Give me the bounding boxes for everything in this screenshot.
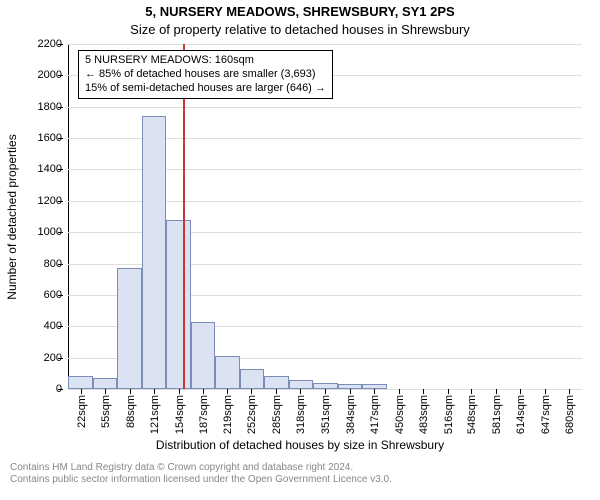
chart-container: 5, NURSERY MEADOWS, SHREWSBURY, SY1 2PS … xyxy=(0,0,600,500)
y-tick-label: 400 xyxy=(44,320,68,332)
y-tick-label: 1800 xyxy=(38,101,68,113)
annotation-box: 5 NURSERY MEADOWS: 160sqm← 85% of detach… xyxy=(78,50,333,99)
x-tick-label: 121sqm xyxy=(147,389,161,434)
x-tick-label: 187sqm xyxy=(196,389,210,434)
chart-subtitle: Size of property relative to detached ho… xyxy=(0,22,600,37)
y-tick-label: 600 xyxy=(44,289,68,301)
y-tick-label: 1200 xyxy=(38,195,68,207)
histogram-bar xyxy=(264,376,289,389)
footer-line: Contains HM Land Registry data © Crown c… xyxy=(10,462,392,474)
y-tick-mark xyxy=(58,201,63,202)
x-tick-label: 285sqm xyxy=(269,389,283,434)
annotation-line: ← 85% of detached houses are smaller (3,… xyxy=(85,68,326,82)
x-tick-label: 22sqm xyxy=(74,389,88,428)
y-tick-mark xyxy=(58,389,63,390)
footer-line: Contains public sector information licen… xyxy=(10,474,392,486)
x-tick-label: 450sqm xyxy=(392,389,406,434)
x-tick-label: 351sqm xyxy=(318,389,332,434)
histogram-bar xyxy=(191,322,216,389)
y-tick-mark xyxy=(58,75,63,76)
y-tick-mark xyxy=(58,138,63,139)
y-tick-label: 1000 xyxy=(38,226,68,238)
y-tick-mark xyxy=(58,326,63,327)
y-tick-label: 2000 xyxy=(38,69,68,81)
y-tick-mark xyxy=(58,107,63,108)
x-tick-label: 483sqm xyxy=(416,389,430,434)
x-tick-label: 581sqm xyxy=(489,389,503,434)
y-tick-mark xyxy=(58,358,63,359)
y-tick-label: 1400 xyxy=(38,163,68,175)
y-tick-mark xyxy=(58,44,63,45)
footer: Contains HM Land Registry data © Crown c… xyxy=(10,462,392,486)
y-axis xyxy=(68,44,69,389)
y-axis-label: Number of detached properties xyxy=(5,134,19,299)
x-tick-label: 318sqm xyxy=(293,389,307,434)
x-tick-label: 55sqm xyxy=(98,389,112,428)
histogram-bar xyxy=(166,220,191,389)
y-tick-mark xyxy=(58,169,63,170)
x-tick-label: 680sqm xyxy=(562,389,576,434)
annotation-line: 5 NURSERY MEADOWS: 160sqm xyxy=(85,54,326,68)
y-tick-label: 2200 xyxy=(38,38,68,50)
chart-title: 5, NURSERY MEADOWS, SHREWSBURY, SY1 2PS xyxy=(0,4,600,19)
histogram-bar xyxy=(142,116,167,389)
y-tick-label: 200 xyxy=(44,352,68,364)
y-tick-mark xyxy=(58,232,63,233)
histogram-bar xyxy=(68,376,93,389)
y-tick-label: 800 xyxy=(44,258,68,270)
y-tick-label: 1600 xyxy=(38,132,68,144)
x-tick-label: 88sqm xyxy=(123,389,137,428)
x-tick-label: 154sqm xyxy=(172,389,186,434)
y-tick-mark xyxy=(58,295,63,296)
x-axis-label: Distribution of detached houses by size … xyxy=(0,438,600,452)
x-tick-label: 417sqm xyxy=(367,389,381,434)
histogram-bar xyxy=(93,378,118,389)
x-tick-label: 647sqm xyxy=(538,389,552,434)
histogram-bar xyxy=(117,268,142,389)
x-tick-label: 614sqm xyxy=(513,389,527,434)
histogram-bar xyxy=(289,380,314,389)
x-tick-label: 516sqm xyxy=(441,389,455,434)
x-tick-label: 219sqm xyxy=(220,389,234,434)
plot-area: 0200400600800100012001400160018002000220… xyxy=(68,44,582,390)
y-tick-mark xyxy=(58,264,63,265)
x-tick-label: 384sqm xyxy=(343,389,357,434)
annotation-line: 15% of semi-detached houses are larger (… xyxy=(85,82,326,96)
grid-line xyxy=(68,44,582,45)
x-tick-label: 252sqm xyxy=(244,389,258,434)
x-tick-label: 548sqm xyxy=(464,389,478,434)
grid-line xyxy=(68,107,582,108)
histogram-bar xyxy=(240,369,265,389)
histogram-bar xyxy=(215,356,240,389)
